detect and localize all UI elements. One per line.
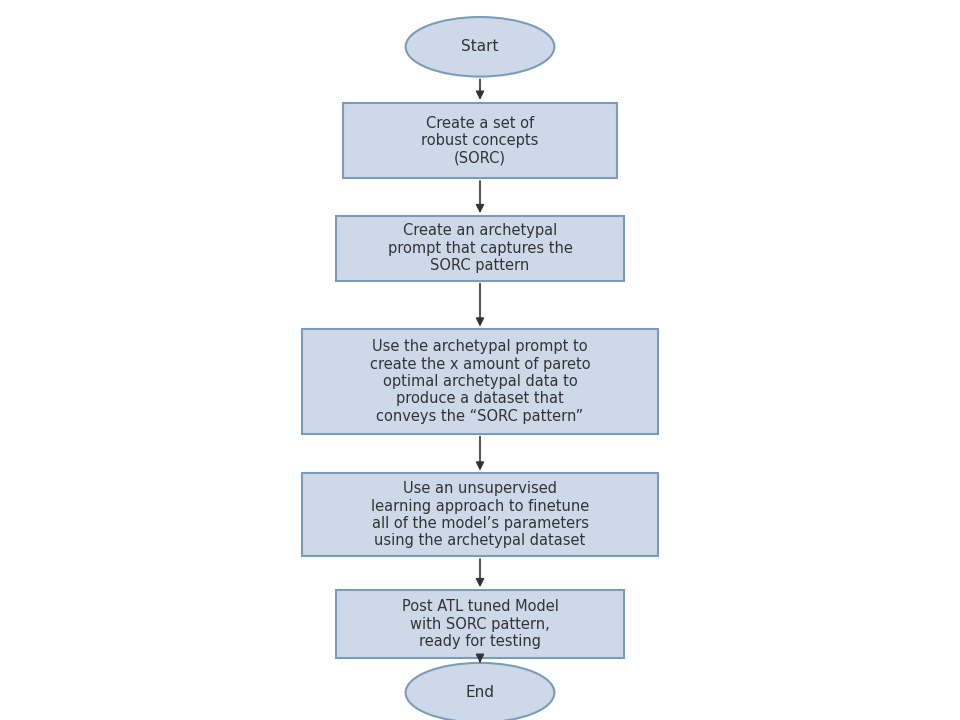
FancyBboxPatch shape [302,330,658,433]
Text: Start: Start [461,40,499,54]
Text: Use an unsupervised
learning approach to finetune
all of the model’s parameters
: Use an unsupervised learning approach to… [371,481,589,549]
Text: Use the archetypal prompt to
create the x amount of pareto
optimal archetypal da: Use the archetypal prompt to create the … [370,339,590,424]
FancyBboxPatch shape [336,590,624,658]
FancyBboxPatch shape [344,102,617,178]
Ellipse shape [406,17,555,76]
Ellipse shape [406,663,555,720]
Text: End: End [466,685,494,700]
FancyBboxPatch shape [302,474,658,556]
FancyBboxPatch shape [336,216,624,281]
Text: Create an archetypal
prompt that captures the
SORC pattern: Create an archetypal prompt that capture… [388,223,572,274]
Text: Create a set of
robust concepts
(SORC): Create a set of robust concepts (SORC) [421,115,539,166]
Text: Post ATL tuned Model
with SORC pattern,
ready for testing: Post ATL tuned Model with SORC pattern, … [401,599,559,649]
